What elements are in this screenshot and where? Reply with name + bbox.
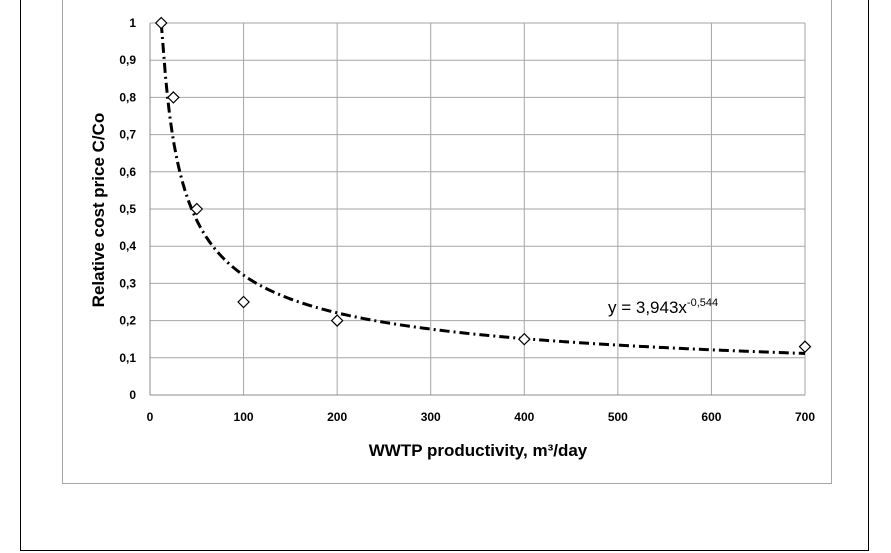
x-tick-label: 100 [234,410,254,424]
trendline-equation: y = 3,943x-0,544 [608,297,718,317]
outer-frame [20,0,869,551]
y-tick-label: 0,5 [119,202,136,216]
x-tick-label: 600 [701,410,721,424]
y-tick-label: 0,4 [119,239,136,253]
tick-labels: 0 0,1 0,2 0,3 0,4 0,5 0,6 0,7 0,8 0,9 1 0 100 200 300 4… [119,16,815,424]
y-tick-label: 0,7 [119,128,136,142]
y-tick-label: 0,9 [119,53,136,67]
y-tick-label: 1 [129,16,136,30]
y-tick-label: 0,6 [119,165,136,179]
y-tick-label: 0,2 [119,314,136,328]
x-tick-label: 200 [327,410,347,424]
data-point [190,202,204,216]
x-axis-title: WWTP productivity, m³/day [369,441,588,460]
y-tick-label: 0,3 [119,276,136,290]
y-tick-label: 0,8 [119,90,136,104]
data-point [517,332,531,346]
x-tick-label: 500 [608,410,628,424]
data-point [154,16,168,30]
grid [150,22,806,395]
y-tick-label: 0 [129,388,136,402]
y-tick-label: 0,1 [119,351,136,365]
data-point [237,295,250,309]
trendline [159,22,806,355]
x-tick-label: 0 [147,410,154,424]
data-point [798,340,812,353]
x-tick-label: 400 [514,410,534,424]
data-point [167,91,180,104]
x-tick-label: 300 [421,410,441,424]
data-points [154,16,812,353]
y-axis-title: Relative cost price C/Co [89,113,108,308]
data-point [330,314,344,327]
chart-frame [62,0,832,484]
axes [149,23,805,396]
x-tick-label: 700 [795,410,815,424]
